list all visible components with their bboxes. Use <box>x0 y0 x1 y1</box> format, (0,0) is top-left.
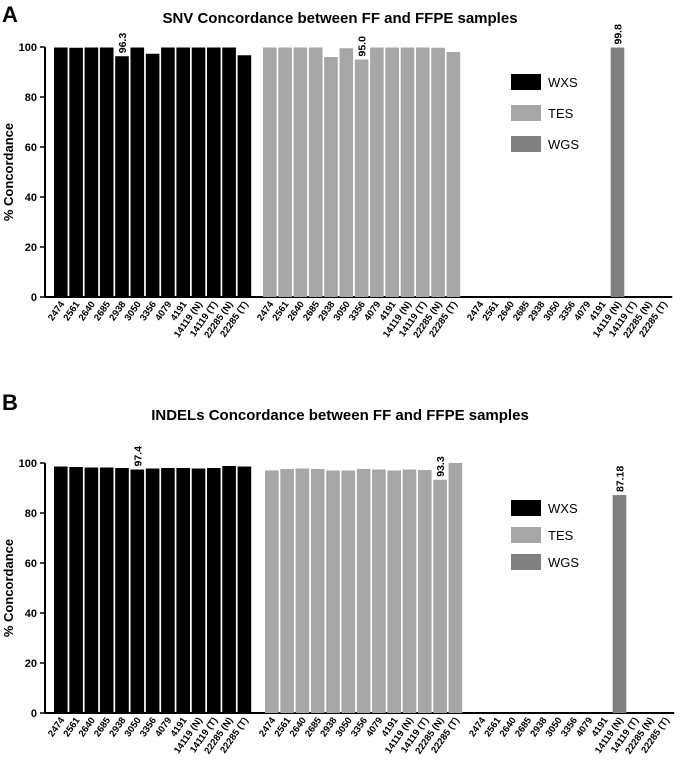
panel-a-bar-wxs-10 <box>191 47 206 297</box>
panel-b-bar-tes-6 <box>341 470 356 713</box>
panel-b-legend-label-tes: TES <box>548 528 574 543</box>
panel-a-bar-tes-4 <box>308 47 323 297</box>
panel-b-bar-wxs-11 <box>207 468 221 713</box>
panel-a-bar-wxs-8 <box>161 47 175 297</box>
panel-a-legend-label-wxs: WXS <box>548 75 578 90</box>
panel-a-bar-wxs-7 <box>145 53 160 297</box>
panel-a-data-label: 96.3 <box>117 33 129 54</box>
panel-b-bar-tes-2 <box>280 469 294 713</box>
panel-b-letter: B <box>2 390 18 415</box>
panel-b-legend-swatch-wgs <box>511 554 541 570</box>
panel-b-y-tick-label: 20 <box>25 658 37 670</box>
panel-a-y-axis-label: % Concordance <box>1 123 16 221</box>
panel-a-legend-swatch-wxs <box>511 74 541 90</box>
panel-a-bar-wxs-3 <box>84 47 99 297</box>
panel-b-bar-tes-12 <box>433 479 447 713</box>
panel-b-bar-tes-13 <box>448 463 463 713</box>
panel-b-bar-wxs-5 <box>115 468 129 713</box>
panel-a-bar-tes-3 <box>293 47 308 297</box>
panel-a-bar-wxs-2 <box>69 47 83 297</box>
panel-b-bar-wxs-12 <box>222 466 236 713</box>
panel-a-legend-label-tes: TES <box>548 106 574 121</box>
panel-a-bar-wxs-9 <box>176 47 190 297</box>
panel-a-y-tick-label: 20 <box>25 242 37 254</box>
panel-b-bar-tes-5 <box>326 470 340 713</box>
panel-a-y-tick-label: 80 <box>25 92 37 104</box>
panel-a-bar-wxs-13 <box>237 55 252 297</box>
panel-b-bar-wgs-10 <box>612 495 627 713</box>
panel-a-bar-tes-11 <box>416 47 430 297</box>
panel-b-data-label: 97.4 <box>132 446 144 467</box>
panel-b-data-label: 93.3 <box>435 456 447 477</box>
panel-a-bar-tes-2 <box>278 47 292 297</box>
panel-b-bar-wxs-4 <box>99 467 114 713</box>
panel-a-legend-swatch-wgs <box>511 136 541 152</box>
panel-a-title: SNV Concordance between FF and FFPE samp… <box>162 10 517 27</box>
panel-a-bar-wxs-5 <box>115 56 129 297</box>
panel-b-bar-wxs-3 <box>84 467 99 713</box>
panel-b-bar-wxs-2 <box>69 467 83 713</box>
panel-a-bar-wxs-1 <box>54 47 68 297</box>
panel-b-legend-swatch-wxs <box>511 500 541 516</box>
panel-a-bar-wxs-11 <box>207 47 221 297</box>
panel-b-bar-tes-7 <box>356 469 371 713</box>
panel-a-bar-wgs-10 <box>610 47 625 297</box>
panel-a-letter: A <box>2 2 18 27</box>
panel-a-y-tick-label: 40 <box>25 192 37 204</box>
panel-a-y-tick-label: 0 <box>31 292 37 304</box>
panel-a-bar-tes-7 <box>354 59 369 297</box>
panel-b-bar-tes-8 <box>372 469 386 713</box>
panel-a-bar-tes-5 <box>324 57 338 297</box>
panel-b-bar-wxs-1 <box>54 466 68 713</box>
panel-b-y-axis-label: % Concordance <box>1 539 16 637</box>
panel-a-bar-tes-12 <box>431 47 445 297</box>
panel-a-bar-tes-9 <box>385 47 399 297</box>
panel-b-y-tick-label: 40 <box>25 608 37 620</box>
panel-a-bar-tes-8 <box>370 47 384 297</box>
panel-b-legend-swatch-tes <box>511 527 541 543</box>
panel-b-bar-wxs-8 <box>161 468 175 713</box>
panel-a-data-label: 99.8 <box>613 24 625 45</box>
panel-b-bar-tes-10 <box>402 469 417 713</box>
panel-b-bar-tes-1 <box>265 470 279 713</box>
panel-b-bar-tes-3 <box>295 468 310 713</box>
panel-b-bar-tes-11 <box>418 470 432 713</box>
panel-a-bar-wxs-12 <box>222 47 236 297</box>
panel-b-bar-tes-4 <box>310 469 325 713</box>
panel-a-bar-tes-10 <box>400 47 415 297</box>
panel-a-y-tick-label: 60 <box>25 142 37 154</box>
panel-b-data-label: 87.18 <box>615 466 627 492</box>
panel-b-bar-wxs-10 <box>191 468 206 713</box>
panel-a-bar-tes-13 <box>446 52 461 297</box>
panel-b-y-tick-label: 80 <box>25 508 37 520</box>
panel-b-bar-tes-9 <box>387 470 401 713</box>
panel-b-bar-wxs-7 <box>145 468 160 713</box>
panel-a-bar-wxs-6 <box>130 47 145 297</box>
panel-a-bar-tes-6 <box>339 48 354 297</box>
panel-b-y-tick-label: 100 <box>19 458 37 470</box>
panel-b-y-tick-label: 60 <box>25 558 37 570</box>
panel-a-data-label: 95.0 <box>357 36 369 57</box>
panel-b-bar-wxs-9 <box>176 468 190 713</box>
panel-a-legend-label-wgs: WGS <box>548 137 579 152</box>
panel-b-legend-label-wgs: WGS <box>548 555 579 570</box>
panel-b-bar-wxs-6 <box>130 469 145 713</box>
panel-b-legend-label-wxs: WXS <box>548 501 578 516</box>
panel-a-y-tick-label: 100 <box>19 42 37 54</box>
panel-a-bar-wxs-4 <box>99 47 114 297</box>
panel-a-bar-tes-1 <box>263 47 277 297</box>
panel-b-bar-wxs-13 <box>237 466 252 713</box>
panel-b-y-tick-label: 0 <box>31 708 37 720</box>
panel-a-legend-swatch-tes <box>511 105 541 121</box>
panel-b-title: INDELs Concordance between FF and FFPE s… <box>151 407 529 424</box>
